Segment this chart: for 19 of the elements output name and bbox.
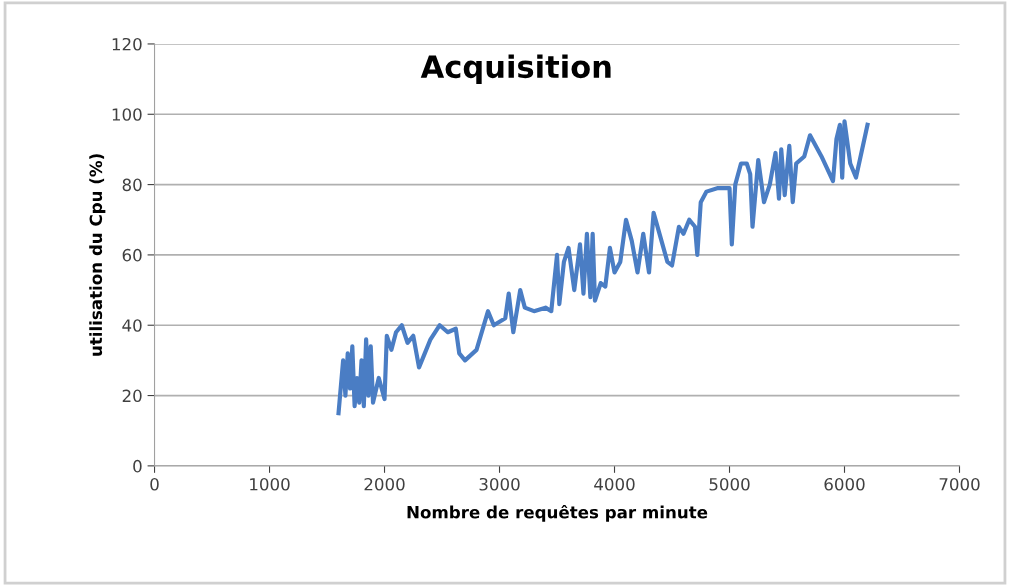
x-tick-label: 3000 [479, 477, 520, 491]
y-tick-label: 0 [133, 459, 142, 473]
x-tick-label: 2000 [364, 477, 405, 491]
chart-title: Acquisition [420, 54, 611, 85]
x-tick-label: 1000 [250, 477, 290, 491]
x-tick-label: 6000 [824, 477, 865, 491]
line-series [336, 119, 870, 416]
x-tick-label: 0 [150, 477, 159, 491]
y-tick-label: 60 [122, 248, 142, 262]
x-tick-label: 4000 [594, 477, 635, 491]
x-tick-label: 5000 [709, 477, 750, 491]
y-tick-label: 100 [112, 108, 142, 121]
y-axis-title: utilisation du Cpu (%) [89, 154, 106, 356]
x-tick-label: 7000 [939, 477, 980, 491]
y-tick-label: 120 [112, 37, 142, 51]
y-tick-label: 40 [122, 319, 142, 332]
x-axis-title: Nombre de requêtes par minute [407, 504, 708, 522]
y-tick-label: 20 [122, 389, 142, 403]
y-tick-label: 80 [122, 178, 142, 192]
